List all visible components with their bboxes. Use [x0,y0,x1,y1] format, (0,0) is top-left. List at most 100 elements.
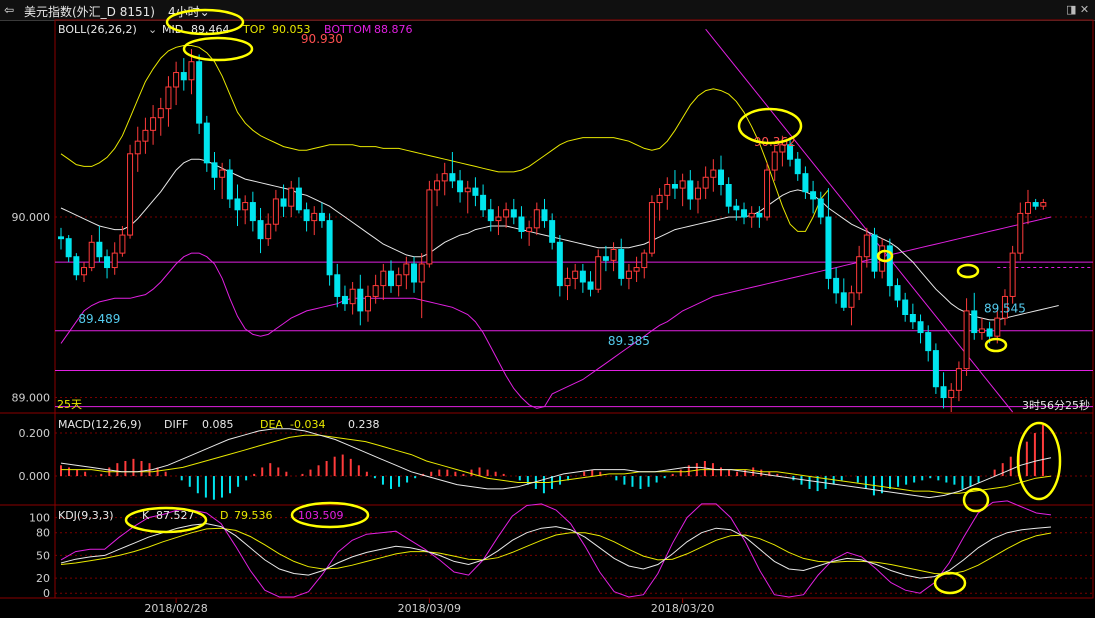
countdown-label: 3时56分25秒 [1022,398,1090,412]
boll-bottom-line [60,216,1052,409]
candle-down [510,209,517,218]
candle-down [334,274,341,297]
candle-down [326,220,333,276]
candle-down [357,288,364,312]
candle-down [871,234,878,272]
candle-up [1001,295,1008,319]
candle-up [694,187,701,200]
y-tick-label: 0 [43,587,50,600]
instrument-title: 美元指数(外汇_D 8151) [24,5,155,19]
candle-up [434,180,441,191]
candle-up [119,234,126,254]
x-tick-label: 2018/03/20 [651,602,714,615]
x-tick-label: 2018/03/09 [398,602,461,615]
candle-down [203,122,210,164]
candle-up [403,263,410,276]
candle-down [1032,202,1039,207]
candle-up [564,277,571,287]
candle-down [917,321,924,334]
candle-up [157,108,164,119]
macd-diff-line [60,428,1052,499]
boll-params-label: BOLL(26,26,2) [58,23,137,36]
candle-down [787,144,794,160]
chevron-down-icon: ⌄ [199,5,210,19]
boll-top-line [60,45,829,232]
candle-down [602,256,609,261]
legend-name: DIFF [164,418,188,431]
candle-up [994,317,1001,337]
kdj-k-line [60,523,1052,579]
candle-down [487,209,494,222]
y-tick-label: 89.000 [12,392,51,405]
y-tick-label: 80 [36,527,50,540]
candle-up [242,202,249,211]
candle-down [472,187,479,196]
kdj-d-line [60,527,1052,575]
legend-value: -0.034 [290,418,325,431]
plot-frame [54,19,1094,599]
highlight-ellipse [124,506,208,534]
candle-up [111,252,118,269]
candle-down [886,245,893,287]
candle-up [219,169,226,178]
candle-up [165,86,172,110]
candle-down [687,180,694,200]
highlight-ellipse [984,337,1008,353]
chevron-down-icon: ⌄ [148,23,157,36]
candle-up [610,249,617,261]
legend-value: 87.527 [156,509,195,522]
candle-up [272,198,279,225]
candle-down [449,173,456,182]
candle-up [633,267,640,272]
candle-up [395,274,402,287]
candle-down [940,386,947,399]
candle-down [480,194,487,211]
candle-up [349,288,356,305]
candle-up [503,209,510,218]
y-tick-label: 20 [36,572,50,585]
candle-up [1040,202,1047,207]
legend-value: 103.509 [298,509,344,522]
candle-down [840,292,847,308]
legend-name: TOP [242,23,265,36]
y-tick-label: 90.000 [12,211,51,224]
candle-down [894,285,901,301]
legend-value: 0.085 [202,418,234,431]
candle-up [572,270,579,279]
candle-down [556,241,563,287]
candle-up [142,129,149,142]
candle-up [955,368,962,391]
highlight-ellipse [737,107,803,145]
highlight-ellipse [956,263,980,279]
back-arrow-icon[interactable]: ⇦ [4,3,15,17]
candle-up [533,209,540,229]
candle-down [618,249,625,279]
candle-down [718,169,724,186]
candle-down [341,295,348,305]
legend-name: D [220,509,228,522]
candle-down [303,209,310,222]
candle-down [104,256,111,269]
candle-up [81,267,88,276]
candle-down [249,202,256,222]
candle-up [150,117,157,131]
y-tick-label: 0.200 [19,427,51,440]
candle-up [771,151,778,171]
candle-up [702,176,709,189]
window-control-icons[interactable]: ◨ ✕ [1066,3,1090,16]
candle-down [579,270,586,283]
kdj-params-label: KDJ(9,3,3) [58,509,114,522]
candle-up [856,256,863,294]
candle-down [833,277,840,294]
y-tick-label: 50 [36,549,50,562]
candle-down [733,205,740,211]
macd-params-label: MACD(12,26,9) [58,418,142,431]
candle-up [526,227,533,232]
candle-up [265,223,272,240]
candle-up [978,328,985,334]
candle-up [1009,252,1016,297]
candle-down [318,212,325,222]
candle-up [464,187,471,193]
candle-down [802,173,809,193]
